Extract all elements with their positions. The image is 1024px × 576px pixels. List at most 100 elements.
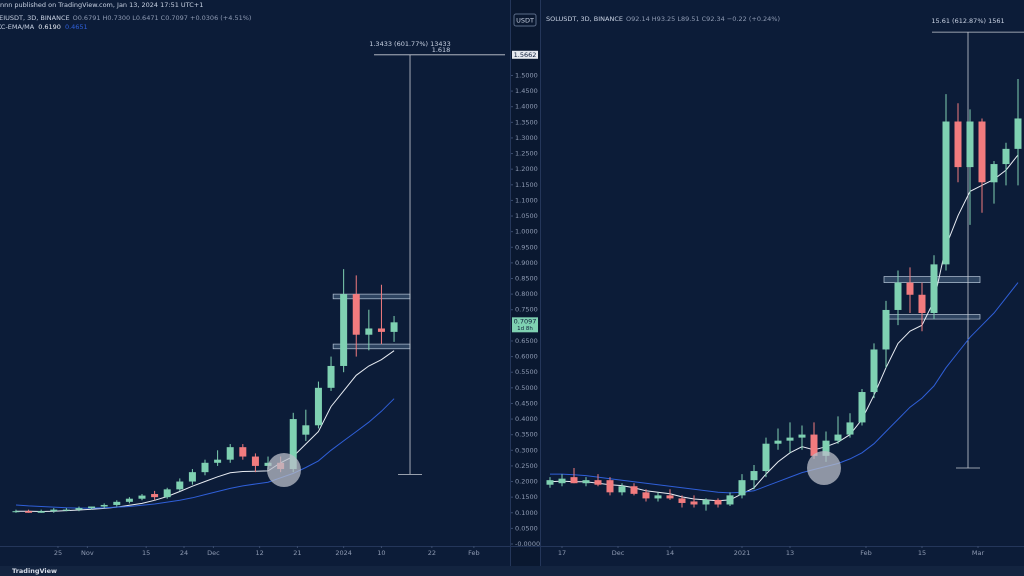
highlight-circle: [807, 451, 841, 485]
candle-body: [858, 392, 866, 423]
candle-body: [918, 294, 926, 313]
candle-body: [990, 164, 998, 183]
candle-body: [37, 511, 45, 513]
x-tick-label: Mar: [972, 549, 985, 557]
measure-label: 15.61 (612.87%) 1561: [931, 17, 1004, 25]
candle-body: [822, 440, 830, 456]
y-tick-label: 0.1000: [515, 509, 538, 517]
price-axis-panel: [511, 0, 540, 566]
candle-body: [88, 506, 96, 509]
y-tick-label: 1.1000: [515, 196, 538, 204]
candle-body: [666, 495, 674, 499]
x-tick-label: 25: [54, 549, 62, 557]
x-tick-label: 21: [293, 549, 301, 557]
candle-body: [327, 365, 335, 388]
y-tick-label: 1.1500: [515, 181, 538, 189]
y-tick-label: 0.0500: [515, 524, 538, 532]
y-tick-label: 0.2000: [515, 478, 538, 486]
y-tick-label: 0.9500: [515, 243, 538, 251]
candle-body: [954, 121, 962, 168]
candle-body: [188, 472, 196, 482]
y-tick-label: 1.3500: [515, 118, 538, 126]
chart-panel: 15.61 (612.87%) 1561 17 Dec 14 2021 13 Feb 15 Ma…: [546, 17, 1024, 557]
y-tick-label: 0.3500: [515, 431, 538, 439]
candle-body: [678, 498, 686, 503]
y-tick-label: 0.5500: [515, 368, 538, 376]
y-tick-label: 0.1500: [515, 493, 538, 501]
candle-body: [942, 121, 950, 265]
candle-body: [870, 349, 878, 393]
candle-body: [289, 419, 297, 470]
ohlc-values: O0.6791 H0.7300 L0.6471 C0.7097 +0.0306 …: [73, 14, 252, 22]
y-tick-label: 0.9000: [515, 259, 538, 267]
countdown: 1d 8h: [517, 326, 533, 332]
symbol-label: SOLUSDT, 3D, BINANCE: [546, 15, 623, 23]
candle-body: [62, 509, 70, 511]
x-tick-label: 14: [666, 549, 674, 557]
candle-body: [630, 486, 638, 494]
candle-body: [151, 494, 159, 498]
y-tick-label: 1.0000: [515, 228, 538, 236]
x-tick-label: Nov: [81, 549, 94, 557]
y-tick-label: 0.6000: [515, 353, 538, 361]
candle-body: [726, 495, 734, 505]
candle-body: [786, 437, 794, 441]
indicator-line: [549, 154, 1019, 502]
candle-body: [1002, 148, 1010, 165]
candle-body: [314, 387, 322, 426]
x-tick-label: Feb: [468, 549, 480, 557]
candle-body: [239, 447, 247, 457]
x-tick-label: Dec: [612, 549, 625, 557]
x-tick-label: 15: [918, 549, 926, 557]
logo[interactable]: TradingView: [12, 567, 57, 575]
candle-body: [340, 294, 348, 366]
indicator-line: [550, 282, 1019, 494]
x-tick-label: 24: [180, 549, 188, 557]
x-tick-label: 13: [786, 549, 794, 557]
measure-label: 1.3433 (601.77%) 13433: [369, 40, 451, 48]
y-tick-label: 1.2000: [515, 165, 538, 173]
x-tick-label: 10: [377, 549, 385, 557]
candle-body: [798, 434, 806, 438]
candle-body: [966, 121, 974, 168]
last-price-tag: [512, 317, 538, 333]
candle-body: [226, 447, 234, 460]
candle-body: [930, 264, 938, 313]
currency[interactable]: USDT: [516, 17, 534, 25]
candle-body: [50, 509, 58, 512]
candle-body: [978, 121, 986, 183]
y-tick-label: 0.4000: [515, 415, 538, 423]
footer-bar: [0, 566, 1024, 576]
y-tick-label: 1.4500: [515, 87, 538, 95]
candle-body: [618, 486, 626, 493]
indicator-value: 0.6190: [38, 23, 61, 31]
candle-body: [214, 459, 222, 463]
y-tick-label: 0.3000: [515, 446, 538, 454]
candle-body: [582, 480, 590, 484]
candle-body: [714, 499, 722, 505]
candle-body: [1014, 118, 1022, 149]
candle-body: [774, 440, 782, 444]
candle-body: [882, 309, 890, 350]
x-tick-label: 12: [255, 549, 263, 557]
candle-body: [702, 499, 710, 505]
y-tick-label: 0.8500: [515, 275, 538, 283]
y-tick-label: 0.5000: [515, 384, 538, 392]
x-tick-label: 22: [428, 549, 436, 557]
y-tick-label: 1.3000: [515, 134, 538, 142]
publish-note: nnn published on TradingView.com, Jan 13…: [0, 1, 203, 9]
indicator-name: KC-EMA/MA: [0, 23, 35, 31]
x-tick-label: 15: [142, 549, 150, 557]
symbol-label: SEIUSDT, 3D, BINANCE: [0, 14, 70, 22]
candle-body: [606, 480, 614, 493]
candle-body: [138, 495, 146, 499]
x-tick-label: 2021: [734, 549, 751, 557]
currency-box[interactable]: [513, 13, 537, 27]
candle-body: [75, 508, 83, 510]
candle-body: [594, 480, 602, 485]
y-tick-label: 1.5000: [515, 71, 538, 79]
candle-body: [100, 504, 108, 507]
ohlc-values: O92.14 H93.25 L89.51 C92.34 −0.22 (+0.24…: [626, 15, 780, 23]
candle-body: [25, 511, 33, 513]
